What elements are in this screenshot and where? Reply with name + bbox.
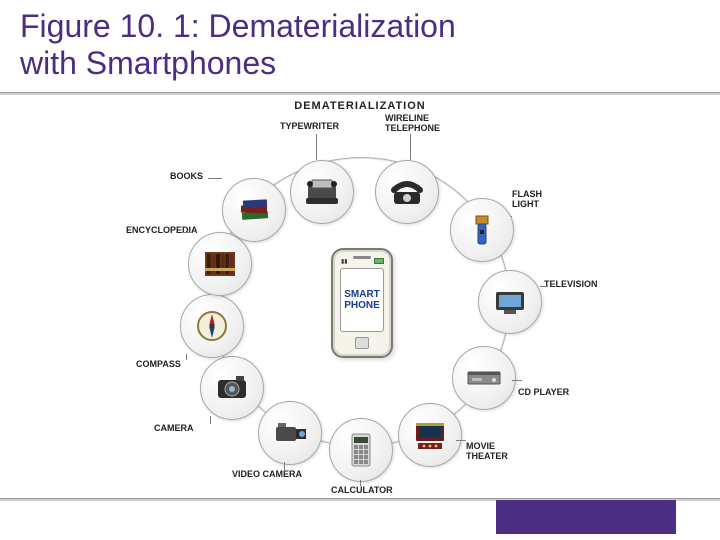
signal-icon: ▮▮	[341, 258, 348, 265]
label-books: BOOKS	[170, 172, 203, 182]
phone-home-button	[355, 337, 369, 349]
videocam-icon	[270, 413, 310, 453]
node-encyclopedia	[188, 232, 252, 296]
leader-television	[540, 286, 548, 287]
node-videocam	[258, 401, 322, 465]
dematerialization-diagram: DEMATERIALIZATION ▮▮ SMART PHONE TYPEWRI…	[138, 98, 582, 494]
leader-typewriter	[316, 134, 317, 160]
label-compass: COMPASS	[136, 360, 181, 370]
movie-icon	[410, 415, 450, 455]
node-typewriter	[290, 160, 354, 224]
label-flashlight: FLASHLIGHT	[512, 190, 542, 210]
flashlight-icon	[462, 210, 502, 250]
smartphone-center: ▮▮ SMART PHONE	[331, 248, 393, 358]
node-compass	[180, 294, 244, 358]
leader-videocam	[284, 462, 285, 470]
node-flashlight	[450, 198, 514, 262]
leader-wireline	[410, 134, 411, 160]
battery-icon	[374, 258, 384, 264]
label-camera: CAMERA	[154, 424, 194, 434]
television-icon	[490, 282, 530, 322]
phone-screen-label: SMART PHONE	[340, 268, 384, 332]
wireline-icon	[387, 172, 427, 212]
diagram-heading: DEMATERIALIZATION	[138, 100, 582, 112]
title-line-2: with Smartphones	[20, 45, 276, 81]
node-television	[478, 270, 542, 334]
camera-icon	[212, 368, 252, 408]
encyclopedia-icon	[200, 244, 240, 284]
label-television: TELEVISION	[544, 280, 598, 290]
phone-earpiece	[353, 256, 371, 259]
node-camera	[200, 356, 264, 420]
node-calculator	[329, 418, 393, 482]
footer-accent	[496, 500, 676, 534]
books-icon	[234, 190, 274, 230]
leader-compass	[186, 354, 187, 360]
page-title: Figure 10. 1: Dematerialization with Sma…	[20, 8, 456, 82]
label-typewriter: TYPEWRITER	[280, 122, 339, 132]
label-wireline: WIRELINETELEPHONE	[385, 114, 440, 134]
leader-calculator	[360, 480, 361, 486]
leader-flashlight	[511, 216, 512, 217]
divider-top	[0, 92, 720, 95]
leader-camera	[210, 416, 211, 424]
node-wireline	[375, 160, 439, 224]
leader-movie	[456, 440, 466, 441]
leader-encyclopedia	[182, 232, 190, 233]
label-encyclopedia: ENCYCLOPEDIA	[126, 226, 198, 236]
label-cdplayer: CD PLAYER	[518, 388, 569, 398]
label-calculator: CALCULATOR	[331, 486, 393, 496]
node-books	[222, 178, 286, 242]
label-movie: MOVIETHEATER	[466, 442, 508, 462]
typewriter-icon	[302, 172, 342, 212]
label-videocam: VIDEO CAMERA	[232, 470, 302, 480]
cdplayer-icon	[464, 358, 504, 398]
slide: Figure 10. 1: Dematerialization with Sma…	[0, 0, 720, 540]
calculator-icon	[341, 430, 381, 470]
node-movie	[398, 403, 462, 467]
leader-cdplayer	[512, 380, 522, 381]
leader-books	[208, 178, 222, 179]
title-line-1: Figure 10. 1: Dematerialization	[20, 8, 456, 44]
node-cdplayer	[452, 346, 516, 410]
compass-icon	[192, 306, 232, 346]
